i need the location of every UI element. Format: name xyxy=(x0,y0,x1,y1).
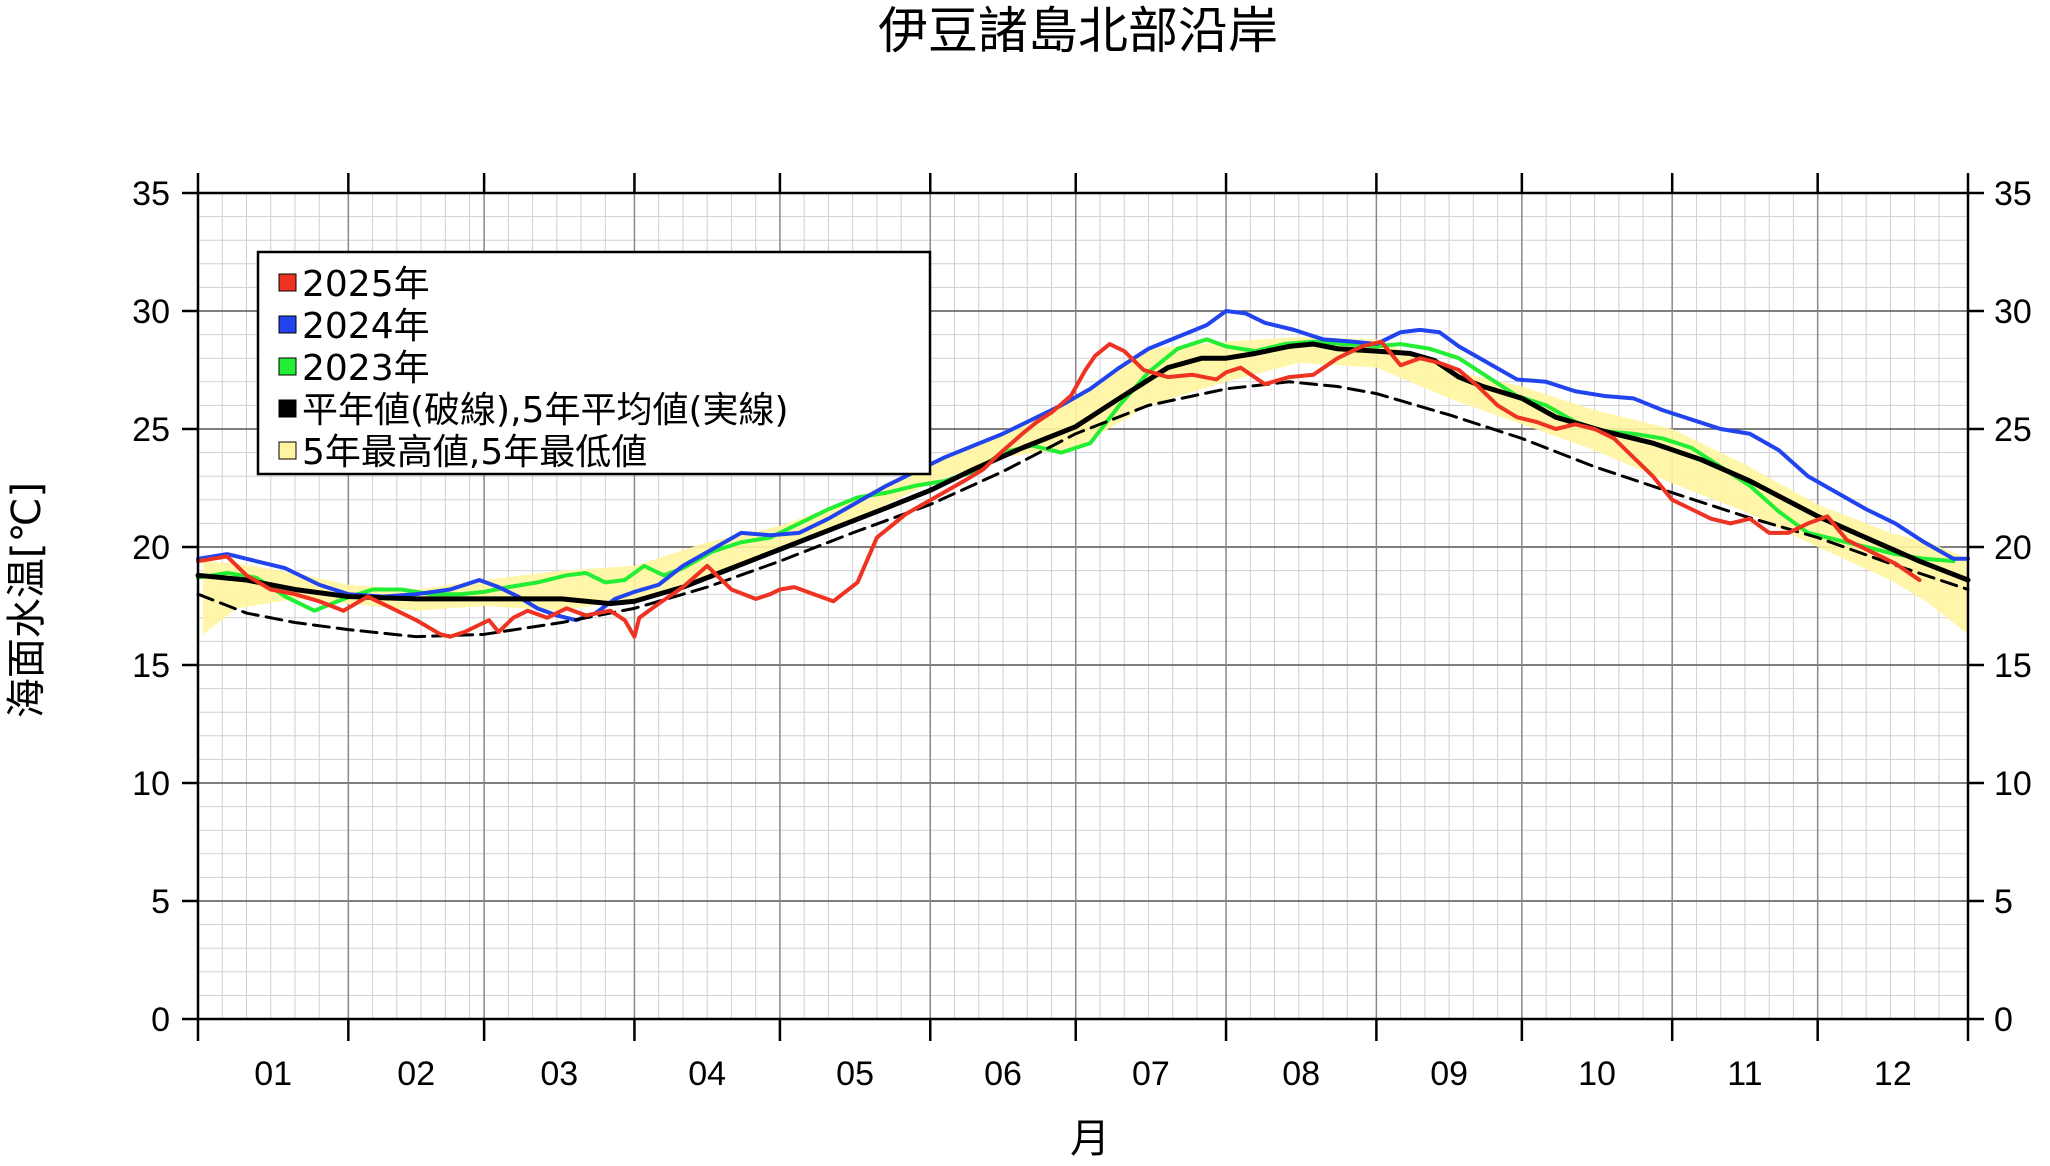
x-axis-label: 月 xyxy=(1070,1116,1110,1162)
legend-label-normal: 平年値(破線),5年平均値(実線) xyxy=(302,390,789,431)
x-month-label: 04 xyxy=(688,1055,726,1093)
series-lines xyxy=(195,309,1971,639)
left-y-tick-label: 10 xyxy=(132,765,170,803)
x-month-label: 09 xyxy=(1430,1055,1468,1093)
legend-swatch-range xyxy=(278,441,297,460)
chart-title: 伊豆諸島北部沿岸 xyxy=(878,2,1278,60)
left-y-tick-label: 20 xyxy=(132,529,170,567)
x-axis: 01 02 03 04 05 06 07 08 09 10 11 12 xyxy=(196,173,1970,1093)
right-y-tick-label: 20 xyxy=(1994,529,2032,567)
x-month-label: 05 xyxy=(836,1055,874,1093)
right-y-tick-label: 10 xyxy=(1994,765,2032,803)
range-band-area xyxy=(202,336,1968,635)
left-y-tick-label: 25 xyxy=(132,411,170,449)
five-year-range-band xyxy=(202,336,1968,635)
x-month-label: 11 xyxy=(1727,1055,1762,1093)
legend-swatch-2024 xyxy=(278,315,297,334)
x-month-label: 07 xyxy=(1132,1055,1170,1093)
plot-border xyxy=(196,191,1970,1021)
right-y-tick-label: 5 xyxy=(1994,883,2013,921)
x-month-label: 01 xyxy=(254,1055,292,1093)
legend-swatch-normal xyxy=(278,399,297,418)
right-y-axis: 0 5 10 15 20 25 30 35 xyxy=(1968,175,2032,1039)
right-y-tick-label: 30 xyxy=(1994,293,2032,331)
legend-label-2024: 2024年 xyxy=(302,306,430,347)
legend-label-2025: 2025年 xyxy=(302,264,430,305)
left-y-tick-label: 0 xyxy=(151,1001,170,1039)
legend-box xyxy=(256,250,932,476)
left-y-tick-label: 35 xyxy=(132,175,170,213)
right-y-tick-label: 25 xyxy=(1994,411,2032,449)
x-month-label: 12 xyxy=(1874,1055,1912,1093)
left-y-axis: 0 5 10 15 20 25 30 35 xyxy=(132,175,198,1039)
series-line-2025 xyxy=(196,339,1922,639)
right-y-tick-label: 35 xyxy=(1994,175,2032,213)
right-y-tick-label: 0 xyxy=(1994,1001,2013,1039)
left-y-tick-label: 30 xyxy=(132,293,170,331)
plot-frame xyxy=(196,191,1970,1021)
x-month-label: 08 xyxy=(1282,1055,1320,1093)
legend-label-range: 5年最高値,5年最低値 xyxy=(302,432,647,473)
legend-swatch-2023 xyxy=(278,357,297,376)
x-month-label: 03 xyxy=(540,1055,578,1093)
x-month-label: 02 xyxy=(397,1055,435,1093)
left-y-tick-label: 5 xyxy=(151,883,170,921)
normal-dashed-line xyxy=(196,380,1970,639)
legend-label-2023: 2023年 xyxy=(302,348,430,389)
five-year-mean-line xyxy=(195,341,1971,607)
legend-swatch-2025 xyxy=(278,273,297,292)
legend: 2025年 2024年 2023年 平年値(破線),5年平均値(実線) 5年最高… xyxy=(256,250,932,476)
y-axis-label: 海面水温[℃] xyxy=(4,482,50,718)
x-month-label: 10 xyxy=(1578,1055,1616,1093)
x-month-label: 06 xyxy=(984,1055,1022,1093)
right-y-tick-label: 15 xyxy=(1994,647,2032,685)
left-y-tick-label: 15 xyxy=(132,647,170,685)
